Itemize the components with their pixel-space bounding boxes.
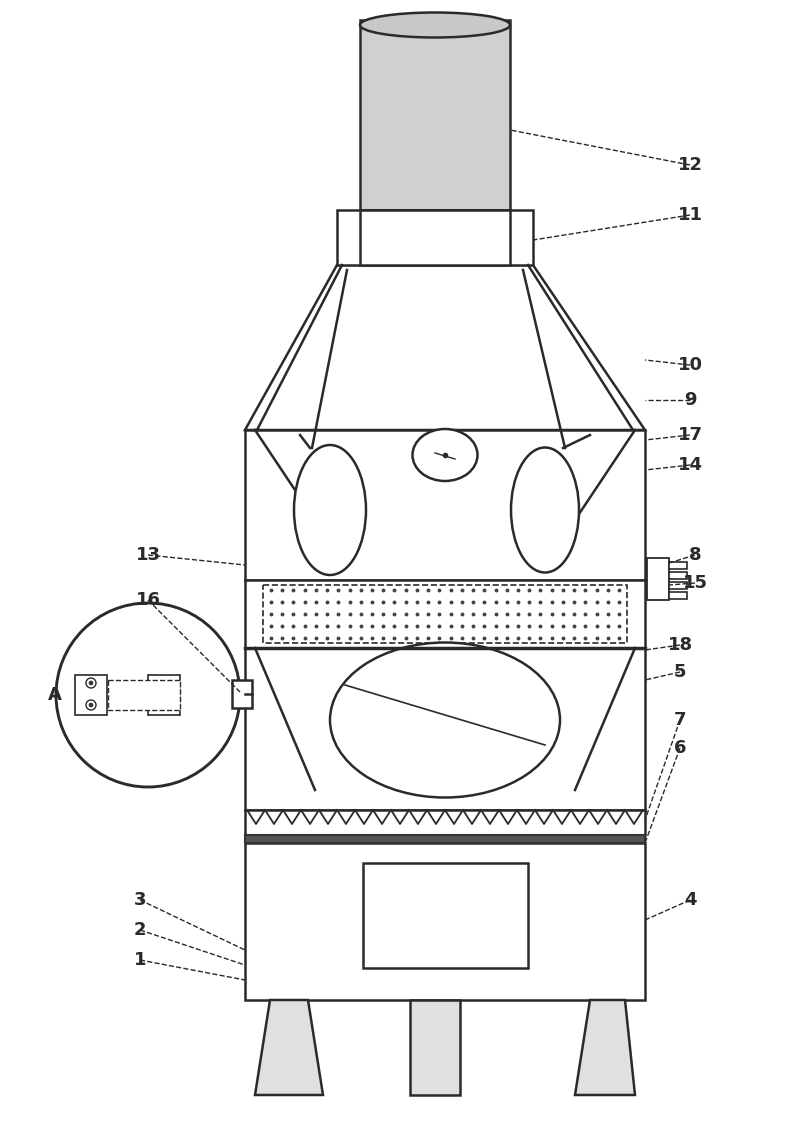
Bar	[647, 558, 669, 600]
Bar	[232, 680, 252, 708]
Bar	[360, 20, 510, 210]
Ellipse shape	[294, 445, 366, 575]
Bar	[75, 675, 107, 715]
Text: 16: 16	[135, 591, 161, 609]
Bar	[245, 843, 645, 1000]
Text: 15: 15	[682, 574, 707, 592]
Text: 5: 5	[674, 663, 686, 680]
Bar	[337, 210, 533, 265]
Ellipse shape	[511, 448, 579, 573]
Bar	[669, 573, 687, 579]
Bar	[245, 835, 645, 843]
Text: 18: 18	[667, 636, 693, 654]
Text: 17: 17	[678, 426, 702, 444]
Text: 6: 6	[674, 740, 686, 757]
Bar	[148, 675, 180, 715]
Circle shape	[89, 680, 93, 685]
Text: 4: 4	[684, 891, 696, 909]
Text: 1: 1	[134, 951, 146, 969]
Bar	[245, 810, 645, 835]
Polygon shape	[245, 265, 645, 431]
Bar	[669, 562, 687, 569]
Polygon shape	[255, 1000, 323, 1095]
Ellipse shape	[360, 12, 510, 37]
Text: 12: 12	[678, 156, 702, 174]
Bar	[669, 592, 687, 599]
Bar	[669, 582, 687, 588]
Circle shape	[89, 703, 93, 707]
Text: 10: 10	[678, 356, 702, 374]
Polygon shape	[575, 1000, 635, 1095]
Circle shape	[86, 700, 96, 710]
Text: 2: 2	[134, 921, 146, 939]
Bar	[245, 431, 645, 580]
Bar	[108, 680, 180, 710]
Polygon shape	[410, 1000, 460, 1095]
Text: 9: 9	[684, 391, 696, 409]
Ellipse shape	[413, 429, 478, 481]
Bar	[245, 580, 645, 648]
Circle shape	[86, 678, 96, 688]
Text: 13: 13	[135, 546, 161, 563]
Circle shape	[56, 603, 240, 787]
Bar	[363, 863, 528, 968]
Text: 8: 8	[689, 546, 702, 563]
Ellipse shape	[330, 643, 560, 797]
Text: 3: 3	[134, 891, 146, 909]
Bar	[360, 210, 510, 265]
Text: A: A	[48, 686, 62, 704]
Text: 7: 7	[674, 711, 686, 729]
Text: 11: 11	[678, 206, 702, 224]
Bar	[245, 648, 645, 810]
Bar	[263, 585, 627, 643]
Text: 14: 14	[678, 456, 702, 474]
